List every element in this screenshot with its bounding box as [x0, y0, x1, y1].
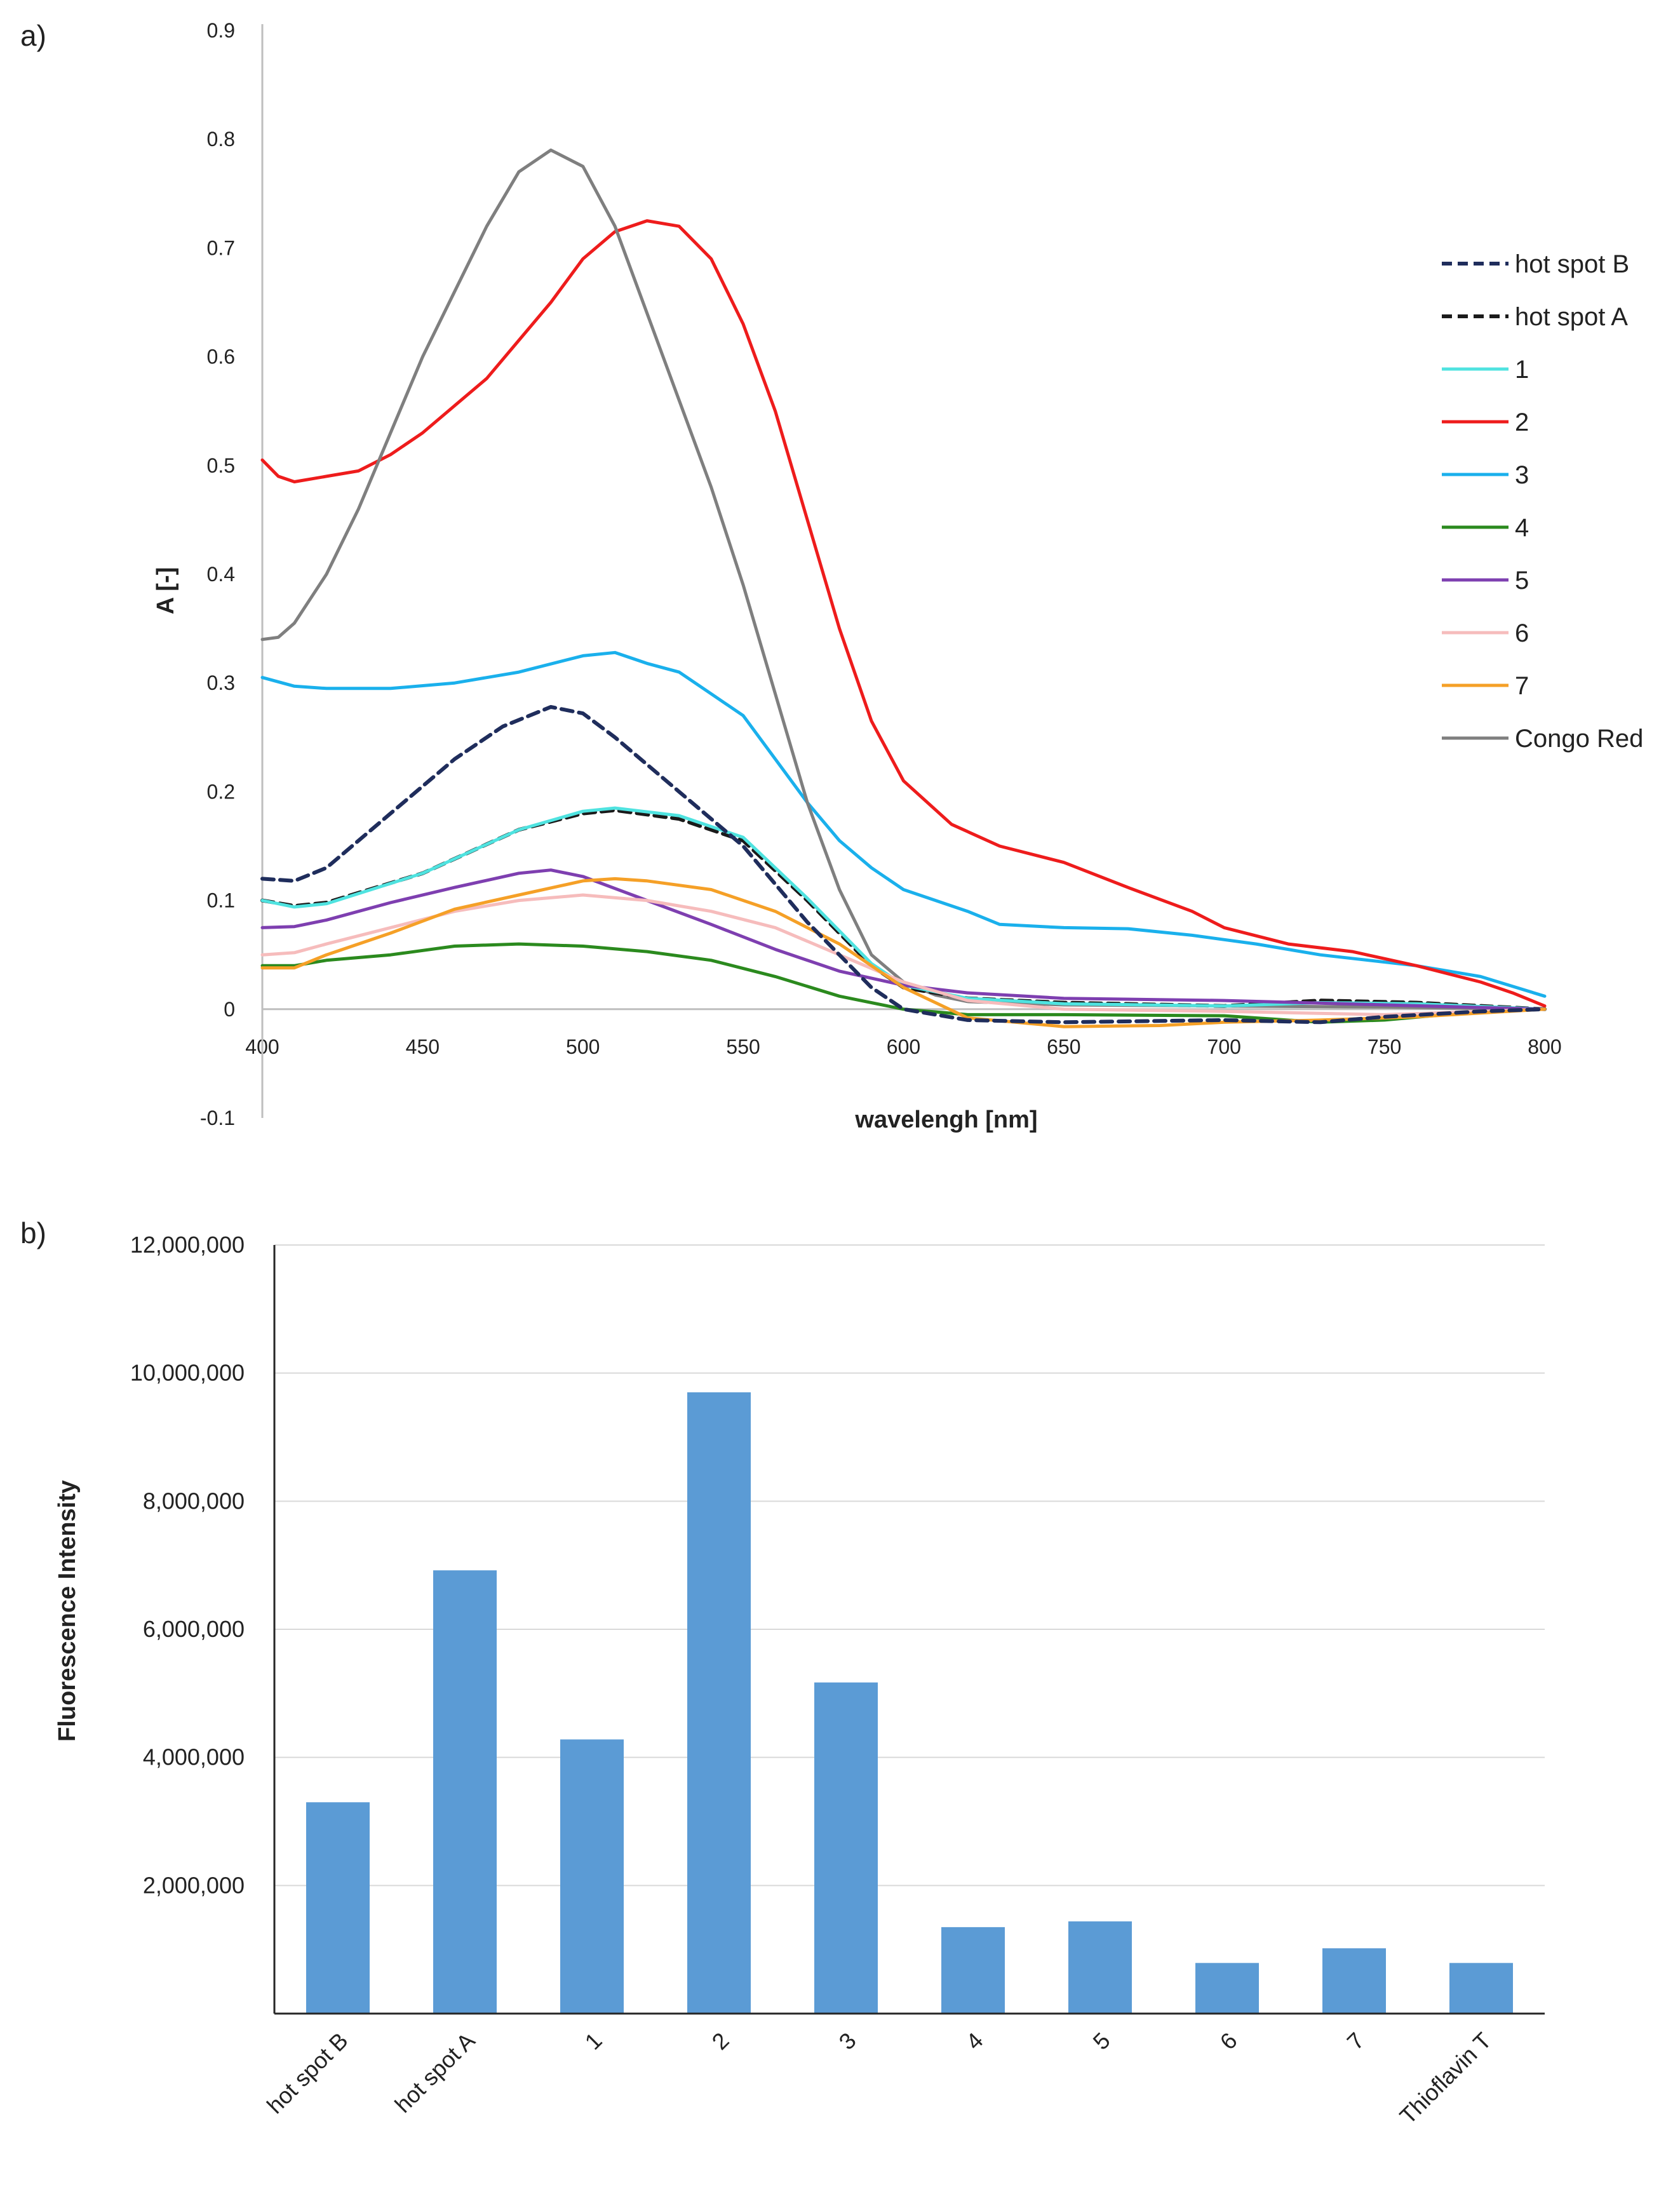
- series-line-1: [260, 806, 1547, 1011]
- y-tick-label: 0.7: [207, 236, 235, 259]
- y-tick-label: 2,000,000: [143, 1872, 245, 1898]
- y-tick-labels: 2,000,000 4,000,000 6,000,000 8,000,000 10,0…: [130, 1232, 245, 1898]
- series-line-congo-red: [260, 148, 1547, 1011]
- legend-label: 5: [1515, 567, 1529, 595]
- y-tick-label: 0.8: [207, 128, 235, 151]
- category-label: 1: [580, 2028, 607, 2055]
- series-line-6: [260, 893, 1547, 1016]
- x-tick-label: 800: [1528, 1035, 1561, 1058]
- x-tick-label: 450: [406, 1035, 440, 1058]
- category-label: hot spot A: [389, 2028, 480, 2118]
- category-label: 7: [1342, 2028, 1369, 2055]
- y-axis-title: A [-]: [152, 567, 179, 615]
- panel-b-label: b): [20, 1216, 46, 1249]
- legend-label: 4: [1515, 514, 1529, 542]
- y-tick-label: 0.3: [207, 671, 235, 694]
- bar-4: [941, 1927, 1005, 2014]
- series-line-5: [260, 868, 1547, 1011]
- bar-1: [560, 1739, 624, 2014]
- y-tick-labels: -0.1 0 0.1 0.2 0.3 0.4 0.5 0.6 0.7 0.8 0.9: [200, 19, 235, 1129]
- legend-label: hot spot A: [1515, 303, 1628, 331]
- x-tick-label: 550: [726, 1035, 760, 1058]
- x-axis-title: wavelengh [nm]: [854, 1107, 1037, 1133]
- category-label: hot spot B: [262, 2028, 353, 2119]
- legend-label: Congo Red: [1515, 725, 1643, 753]
- bar-6: [1195, 1963, 1259, 2014]
- y-tick-label: 0.1: [207, 889, 235, 912]
- x-tick-label: 750: [1368, 1035, 1401, 1058]
- legend-label: 6: [1515, 619, 1529, 647]
- y-tick-label: 0.9: [207, 19, 235, 42]
- bar-hot-spot-b: [306, 1802, 370, 2014]
- y-tick-label: 6,000,000: [143, 1616, 245, 1642]
- bar-5: [1068, 1921, 1132, 2014]
- legend-label: 3: [1515, 461, 1529, 489]
- category-label: 5: [1088, 2028, 1115, 2055]
- y-tick-label: -0.1: [200, 1107, 235, 1129]
- x-tick-label: 500: [566, 1035, 600, 1058]
- y-tick-label: 0.6: [207, 346, 235, 368]
- y-tick-label: 4,000,000: [143, 1744, 245, 1770]
- y-tick-label: 8,000,000: [143, 1488, 245, 1514]
- x-tick-label: 700: [1207, 1035, 1241, 1058]
- category-labels: hot spot B hot spot A 1 2 3 4 5 6 7 Thioflavin T: [262, 2028, 1496, 2129]
- category-label: 6: [1215, 2028, 1242, 2055]
- y-tick-label: 10,000,000: [130, 1360, 245, 1386]
- fluorescence-bar-chart: 2,000,000 4,000,000 6,000,000 8,000,000 10,0…: [54, 1232, 1545, 2129]
- x-tick-label: 600: [887, 1035, 920, 1058]
- y-tick-label: 12,000,000: [130, 1232, 245, 1258]
- x-tick-labels: 400 450 500 550 600 650 700 750 800: [245, 1035, 1561, 1058]
- bar-thioflavin-t: [1449, 1963, 1513, 2014]
- legend-label: 7: [1515, 672, 1529, 700]
- category-label: 4: [961, 2028, 988, 2055]
- legend: hot spot B hot spot A 1 2 3 4 5 6 7 Congo Red: [1442, 250, 1643, 753]
- y-tick-label: 0.5: [207, 454, 235, 477]
- x-tick-label: 650: [1047, 1035, 1080, 1058]
- series-line-2: [260, 219, 1547, 1008]
- series-line-hot-spot-b: [260, 704, 1547, 1025]
- absorbance-line-chart: -0.100.10.20.30.40.50.60.70.80.9 400 450 5…: [152, 19, 1643, 1133]
- category-label: 3: [834, 2028, 861, 2055]
- bar-hot-spot-a: [433, 1570, 497, 2014]
- series-lines: [260, 148, 1547, 1028]
- y-tick-label: 0.2: [207, 780, 235, 803]
- category-label: 2: [707, 2028, 734, 2055]
- series-line-7: [260, 877, 1547, 1028]
- panel-a-label: a): [20, 19, 46, 52]
- y-tick-label: 0: [224, 998, 235, 1021]
- legend-label: 2: [1515, 408, 1529, 436]
- bar-2: [687, 1392, 751, 2014]
- legend-label: hot spot B: [1515, 250, 1629, 278]
- legend-label: 1: [1515, 356, 1529, 384]
- category-label: Thioflavin T: [1395, 2028, 1496, 2129]
- bar-3: [814, 1682, 878, 2014]
- y-tick-label: 0.4: [207, 563, 235, 586]
- bar-7: [1322, 1948, 1386, 2014]
- bars: [306, 1392, 1513, 2014]
- y-axis-title: Fluorescence Intensity: [54, 1480, 81, 1742]
